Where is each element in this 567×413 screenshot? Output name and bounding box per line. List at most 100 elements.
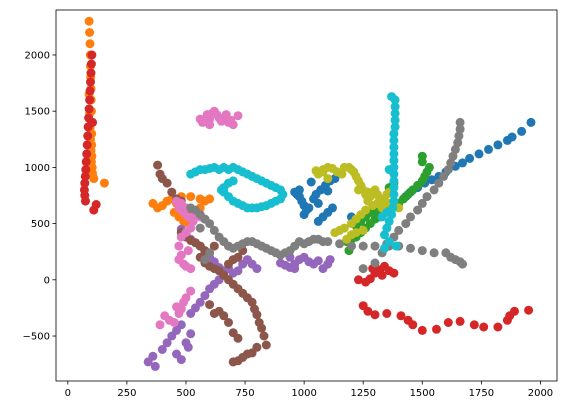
data-point xyxy=(328,203,337,213)
data-point xyxy=(408,320,418,330)
data-point xyxy=(86,77,95,87)
x-tick-label: 250 xyxy=(117,388,136,399)
data-point xyxy=(186,286,196,296)
data-point xyxy=(389,183,399,193)
data-point xyxy=(297,196,307,206)
data-point xyxy=(325,255,335,265)
data-point xyxy=(389,129,399,139)
data-point xyxy=(186,329,196,339)
data-point xyxy=(453,138,463,148)
data-point xyxy=(432,324,441,334)
data-point xyxy=(81,165,91,175)
data-point xyxy=(389,268,399,278)
data-point xyxy=(507,132,517,142)
data-point xyxy=(88,117,98,127)
data-point xyxy=(358,225,368,235)
data-point xyxy=(389,196,399,206)
data-point xyxy=(391,241,401,251)
data-point xyxy=(455,316,465,326)
data-point xyxy=(290,264,300,274)
data-point xyxy=(313,198,323,208)
data-point xyxy=(323,174,333,184)
data-point xyxy=(150,361,160,371)
data-point xyxy=(384,165,394,175)
data-point xyxy=(479,322,489,332)
data-point xyxy=(429,185,439,195)
data-point xyxy=(172,302,181,312)
data-point xyxy=(79,185,89,195)
data-point xyxy=(148,351,158,361)
data-point xyxy=(455,117,465,127)
data-point xyxy=(458,259,467,269)
data-point xyxy=(434,178,444,188)
data-point xyxy=(205,194,215,204)
data-point xyxy=(99,178,109,188)
data-point xyxy=(493,140,503,150)
data-point xyxy=(82,149,92,159)
data-point xyxy=(160,311,170,321)
data-point xyxy=(224,318,233,327)
points-layer xyxy=(79,16,536,371)
data-point xyxy=(335,239,345,249)
x-tick-label: 0 xyxy=(65,388,71,399)
data-point xyxy=(354,275,363,285)
data-point xyxy=(454,131,464,141)
y-axis: −500 0 500 1000 1500 2000 xyxy=(23,50,56,343)
data-point xyxy=(209,225,219,235)
data-point xyxy=(228,357,238,367)
data-point xyxy=(162,338,172,348)
data-point xyxy=(205,248,215,258)
data-point xyxy=(167,187,177,197)
x-tick-label: 2000 xyxy=(528,388,553,399)
data-point xyxy=(380,243,389,253)
data-point xyxy=(458,158,467,168)
data-point xyxy=(358,241,368,251)
data-point xyxy=(363,187,373,197)
data-point xyxy=(89,174,99,184)
data-point xyxy=(195,223,205,233)
data-point xyxy=(474,149,484,159)
data-point xyxy=(162,178,172,188)
data-point xyxy=(422,192,432,202)
data-point xyxy=(86,59,96,69)
series-9 xyxy=(311,162,404,244)
data-point xyxy=(370,241,380,251)
data-point xyxy=(330,228,340,238)
data-point xyxy=(183,246,193,256)
data-point xyxy=(86,68,96,78)
series-10 xyxy=(186,92,401,253)
y-tick-label: 1000 xyxy=(25,163,50,174)
data-point xyxy=(354,185,363,195)
data-point xyxy=(387,92,397,102)
data-point xyxy=(261,340,271,350)
data-point xyxy=(205,120,215,130)
data-point xyxy=(186,192,196,202)
data-point xyxy=(413,205,423,215)
data-point xyxy=(84,104,94,114)
data-point xyxy=(484,144,493,154)
data-point xyxy=(224,117,233,127)
data-point xyxy=(174,255,184,265)
data-point xyxy=(313,256,323,266)
data-point xyxy=(85,86,95,96)
data-point xyxy=(389,135,399,145)
data-point xyxy=(389,142,399,152)
series-4 xyxy=(79,50,534,335)
data-point xyxy=(294,185,304,195)
data-point xyxy=(370,258,380,268)
data-point xyxy=(469,320,479,330)
data-point xyxy=(80,171,90,181)
data-point xyxy=(209,241,219,251)
data-point xyxy=(83,131,93,141)
data-point xyxy=(205,300,215,310)
data-point xyxy=(389,176,399,186)
data-point xyxy=(351,228,361,238)
x-tick-label: 500 xyxy=(176,388,195,399)
data-point xyxy=(370,310,380,320)
data-point xyxy=(417,246,427,256)
data-point xyxy=(85,28,95,37)
x-tick-label: 750 xyxy=(236,388,255,399)
data-point xyxy=(82,140,92,150)
data-point xyxy=(455,124,465,134)
